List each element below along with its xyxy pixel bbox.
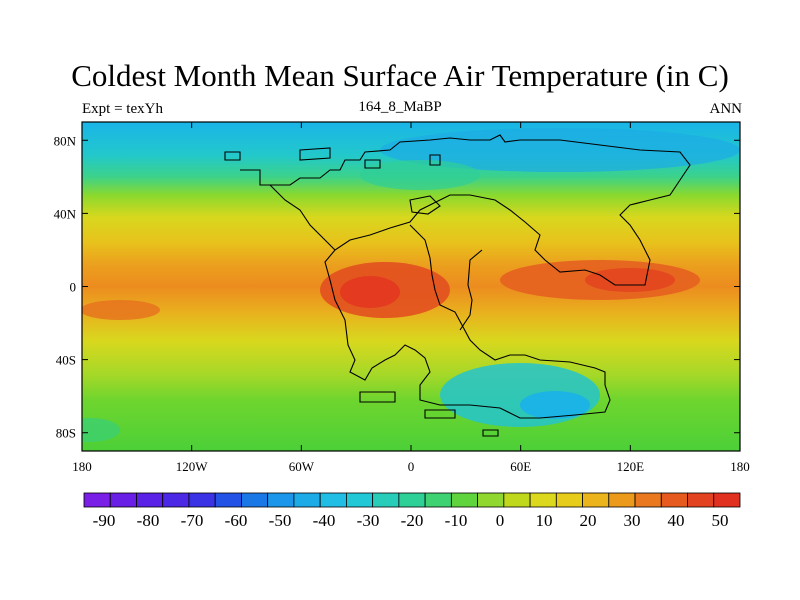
period-label: 164_8_MaBP <box>358 99 442 115</box>
hottest-patch-east <box>585 268 675 292</box>
colorbar-swatch <box>345 492 374 508</box>
cool-patch-laurasia <box>360 160 480 190</box>
colorbar-label: -20 <box>401 511 424 530</box>
colorbar-swatch <box>83 492 111 508</box>
lat-tick-label: 80N <box>54 133 77 148</box>
cold-patch-arctic <box>380 128 740 172</box>
colorbar-swatch <box>214 492 242 508</box>
map-field <box>82 122 740 451</box>
lat-tick-label: 0 <box>70 280 77 295</box>
lon-tick-label: 120W <box>176 459 209 474</box>
colorbar-swatch <box>503 492 531 508</box>
lat-tick-label: 40S <box>56 353 76 368</box>
colorbar-label: 20 <box>580 511 597 530</box>
axis-ticks: 80N 40N 0 40S 80S 180 120W 60W 0 60E 120E 180 <box>54 122 750 474</box>
colorbar-swatch <box>398 492 426 508</box>
northern-coast-inner <box>269 184 336 251</box>
colorbar-label: -50 <box>269 511 292 530</box>
colorbar-label: 10 <box>536 511 553 530</box>
colorbar-swatch <box>450 492 478 508</box>
lon-tick-label: 60E <box>510 459 531 474</box>
colorbar-swatch <box>582 492 610 508</box>
coldest-patch-antarctic <box>520 391 590 419</box>
lon-tick-label: 0 <box>408 459 415 474</box>
colorbar-label: -80 <box>137 511 160 530</box>
colorbar-label: 40 <box>668 511 685 530</box>
colorbar-swatch <box>424 492 452 508</box>
cool-patch-south <box>82 418 120 442</box>
colorbar-swatch <box>634 492 662 508</box>
colorbar-swatch <box>241 492 269 508</box>
hottest-patch-west <box>340 276 400 308</box>
colorbar-swatch <box>713 492 741 508</box>
inner-sea <box>409 195 441 215</box>
colorbar-label: -40 <box>313 511 336 530</box>
lon-tick-label: 180 <box>730 459 750 474</box>
coastlines <box>224 134 691 437</box>
warm-patch-west-ocean <box>82 300 160 320</box>
colorbar-label: -60 <box>225 511 248 530</box>
lon-tick-label: 60W <box>289 459 315 474</box>
colorbar-swatch <box>687 492 715 508</box>
colorbar-swatch <box>660 492 688 508</box>
season-label: ANN <box>709 101 743 117</box>
colorbar-swatch <box>529 492 557 508</box>
experiment-label: Expt = texYh <box>82 101 163 117</box>
colorbar-swatch <box>267 492 295 508</box>
pangaea-north-outline <box>240 134 691 419</box>
colorbar-swatch <box>608 492 636 508</box>
colorbar-label: -30 <box>357 511 380 530</box>
colorbar-swatch <box>136 492 164 508</box>
east-ridge <box>459 249 483 331</box>
colorbar-label: 30 <box>624 511 641 530</box>
arctic-islands <box>224 147 441 169</box>
colorbar-swatch <box>319 492 347 508</box>
plot-title: Coldest Month Mean Surface Air Temperatu… <box>71 58 729 93</box>
colorbar-label: -10 <box>445 511 468 530</box>
colorbar-swatch <box>477 492 505 508</box>
colorbar-swatch <box>293 492 321 508</box>
colorbar-label: 50 <box>712 511 729 530</box>
colorbar-swatch <box>109 492 137 508</box>
colorbar-label: -90 <box>93 511 116 530</box>
south-islands <box>359 391 499 437</box>
colorbar-swatch <box>372 492 400 508</box>
lon-tick-label: 180 <box>72 459 92 474</box>
colorbar-label: -70 <box>181 511 204 530</box>
lat-tick-label: 80S <box>56 426 76 441</box>
colorbar: -90 -80 -70 -60 -50 -40 -30 -20 -10 0 10 20 30 40 50 <box>83 492 741 530</box>
colorbar-swatch <box>162 492 190 508</box>
lat-tick-label: 40N <box>54 206 77 221</box>
colorbar-label: 0 <box>496 511 505 530</box>
colorbar-swatch <box>555 492 583 508</box>
colorbar-swatch <box>188 492 216 508</box>
lon-tick-label: 120E <box>617 459 645 474</box>
